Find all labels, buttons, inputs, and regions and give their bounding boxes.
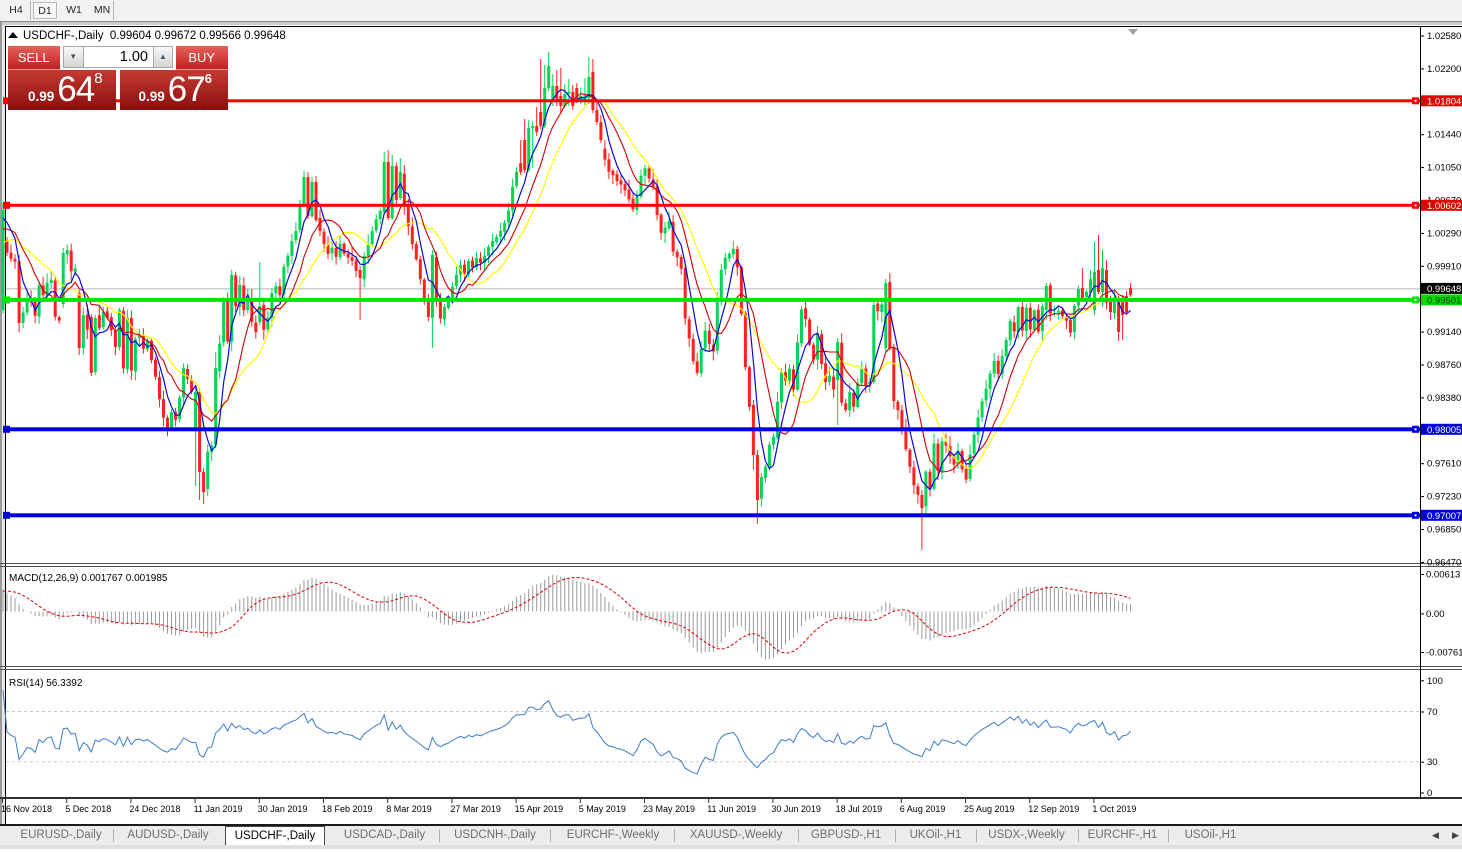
svg-text:30 Jan 2019: 30 Jan 2019 (258, 804, 308, 814)
svg-text:0.96470: 0.96470 (1427, 557, 1461, 568)
svg-text:70: 70 (1427, 707, 1438, 718)
svg-text:25 Aug 2019: 25 Aug 2019 (964, 804, 1015, 814)
svg-text:0.99140: 0.99140 (1427, 327, 1461, 338)
svg-text:1.02200: 1.02200 (1427, 64, 1461, 75)
svg-text:6 Aug 2019: 6 Aug 2019 (900, 804, 946, 814)
svg-text:1.01440: 1.01440 (1427, 130, 1461, 141)
svg-text:1.01050: 1.01050 (1427, 163, 1461, 174)
svg-text:1.02580: 1.02580 (1427, 31, 1461, 42)
svg-text:18 Jul 2019: 18 Jul 2019 (836, 804, 883, 814)
svg-text:11 Jun 2019: 11 Jun 2019 (707, 804, 756, 814)
svg-text:0.00: 0.00 (1426, 609, 1445, 620)
svg-text:8 Mar 2019: 8 Mar 2019 (386, 804, 432, 814)
svg-text:-0.007612: -0.007612 (1426, 648, 1462, 659)
svg-text:5 May 2019: 5 May 2019 (579, 804, 626, 814)
svg-text:12 Sep 2019: 12 Sep 2019 (1028, 804, 1079, 814)
svg-text:0.97007: 0.97007 (1427, 511, 1461, 522)
svg-text:5 Dec 2018: 5 Dec 2018 (65, 804, 111, 814)
svg-text:RSI(14) 56.3392: RSI(14) 56.3392 (9, 678, 83, 689)
svg-text:15 Apr 2019: 15 Apr 2019 (515, 804, 564, 814)
svg-text:30 Jun 2019: 30 Jun 2019 (771, 804, 821, 814)
svg-text:1.00602: 1.00602 (1427, 201, 1461, 212)
svg-text:0: 0 (1427, 788, 1432, 799)
svg-text:0.99501: 0.99501 (1427, 295, 1461, 306)
svg-text:1.01804: 1.01804 (1427, 96, 1461, 107)
svg-text:0.99910: 0.99910 (1427, 261, 1461, 272)
svg-text:27 Mar 2019: 27 Mar 2019 (450, 804, 501, 814)
svg-text:1 Oct 2019: 1 Oct 2019 (1092, 804, 1136, 814)
svg-text:18 Feb 2019: 18 Feb 2019 (322, 804, 373, 814)
svg-text:11 Jan 2019: 11 Jan 2019 (194, 804, 243, 814)
svg-text:0.98005: 0.98005 (1427, 425, 1461, 436)
svg-text:16 Nov 2018: 16 Nov 2018 (1, 804, 52, 814)
svg-text:0.00613: 0.00613 (1426, 570, 1460, 581)
svg-text:0.98380: 0.98380 (1427, 393, 1461, 404)
svg-text:1.00290: 1.00290 (1427, 228, 1461, 239)
svg-text:0.96850: 0.96850 (1427, 525, 1461, 536)
svg-text:MACD(12,26,9) 0.001767 0.00198: MACD(12,26,9) 0.001767 0.001985 (9, 573, 168, 584)
svg-text:0.99648: 0.99648 (1427, 284, 1461, 295)
svg-text:23 May 2019: 23 May 2019 (643, 804, 695, 814)
svg-text:100: 100 (1427, 676, 1443, 687)
svg-text:0.98760: 0.98760 (1427, 360, 1461, 371)
svg-text:30: 30 (1427, 757, 1438, 768)
svg-text:USDCHF-,Daily 0.99604 0.99672: USDCHF-,Daily 0.99604 0.99672 0.99566 0.… (23, 30, 286, 42)
svg-text:24 Dec 2018: 24 Dec 2018 (129, 804, 180, 814)
svg-text:0.97610: 0.97610 (1427, 459, 1461, 470)
svg-text:0.97230: 0.97230 (1427, 492, 1461, 503)
